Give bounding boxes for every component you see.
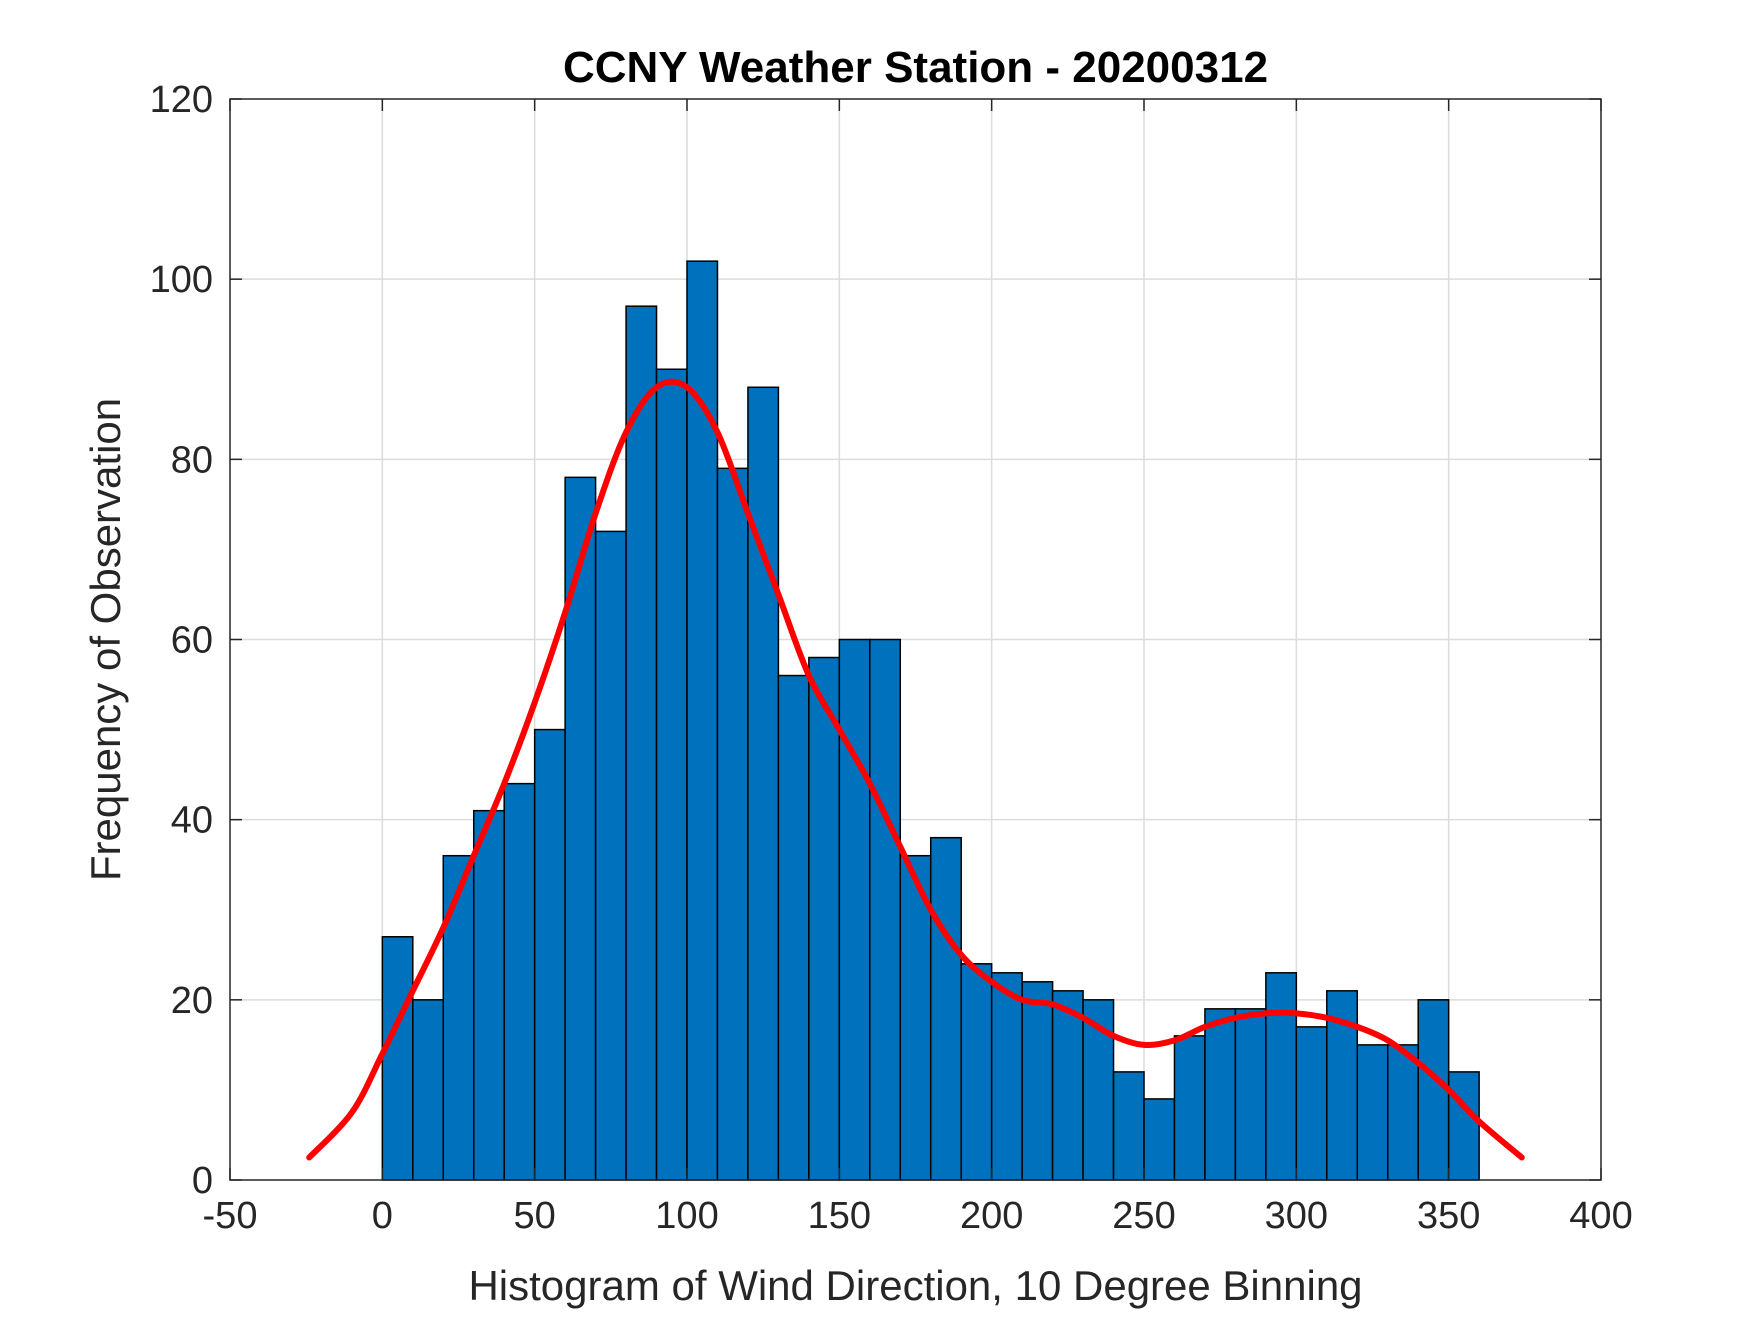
y-tick-label: 100 bbox=[150, 259, 213, 301]
y-tick-label: 0 bbox=[192, 1160, 213, 1202]
histogram-bar bbox=[1021, 981, 1054, 1181]
x-tick-label: -50 bbox=[203, 1195, 258, 1237]
histogram-bar bbox=[1386, 1044, 1419, 1181]
histogram-bar bbox=[1112, 1071, 1145, 1181]
histogram-bar bbox=[533, 728, 566, 1181]
y-axis-title: Frequency of Observation bbox=[82, 398, 129, 881]
histogram-bar bbox=[990, 972, 1023, 1181]
histogram-bar bbox=[960, 963, 993, 1181]
histogram-bar bbox=[808, 656, 841, 1181]
histogram-bar bbox=[929, 836, 962, 1181]
histogram-bar bbox=[1265, 972, 1298, 1181]
x-tick-label: 300 bbox=[1265, 1195, 1328, 1237]
x-tick-label: 400 bbox=[1569, 1195, 1632, 1237]
histogram-bar bbox=[1417, 999, 1450, 1181]
histogram-bar bbox=[869, 638, 902, 1181]
x-tick-label: 150 bbox=[808, 1195, 871, 1237]
histogram-bar bbox=[777, 674, 810, 1181]
density-curve bbox=[306, 378, 1525, 1161]
histogram-bar bbox=[503, 782, 536, 1181]
histogram-bar bbox=[1204, 1008, 1237, 1181]
y-tick-label: 20 bbox=[171, 980, 213, 1022]
x-tick-label: 50 bbox=[514, 1195, 556, 1237]
y-tick-label: 120 bbox=[150, 79, 213, 121]
histogram-bar bbox=[1143, 1098, 1176, 1181]
y-tick-label: 40 bbox=[171, 800, 213, 842]
histogram-bar bbox=[1295, 1026, 1328, 1181]
histogram-bar bbox=[838, 638, 871, 1181]
histogram-bar bbox=[594, 530, 627, 1181]
histogram-bar bbox=[1356, 1044, 1389, 1181]
histogram-bar bbox=[412, 999, 445, 1181]
x-tick-label: 250 bbox=[1112, 1195, 1175, 1237]
x-tick-label: 350 bbox=[1417, 1195, 1480, 1237]
x-tick-label: 0 bbox=[372, 1195, 393, 1237]
histogram-bar bbox=[1447, 1071, 1480, 1181]
histogram-bar bbox=[625, 305, 658, 1181]
histogram-bar bbox=[472, 809, 505, 1181]
histogram-bar bbox=[564, 476, 597, 1181]
histogram-bar bbox=[747, 386, 780, 1181]
axis-ticks: -50 0 50 100 150 200 250 300 350 4000204060801001… bbox=[150, 79, 1633, 1237]
histogram-bars bbox=[381, 260, 1480, 1181]
x-tick-label: 200 bbox=[960, 1195, 1023, 1237]
histogram-bar bbox=[442, 854, 475, 1181]
histogram-bar bbox=[381, 936, 414, 1181]
histogram-bar bbox=[686, 260, 719, 1181]
histogram-bar bbox=[655, 368, 688, 1181]
y-tick-label: 60 bbox=[171, 620, 213, 662]
histogram-bar bbox=[1051, 990, 1084, 1181]
x-tick-label: 100 bbox=[655, 1195, 718, 1237]
y-tick-label: 80 bbox=[171, 439, 213, 481]
histogram-bar bbox=[1234, 1008, 1267, 1181]
histogram-bar bbox=[1173, 1035, 1206, 1181]
chart-title: CCNY Weather Station - 20200312 bbox=[563, 43, 1268, 92]
x-axis-title: Histogram of Wind Direction, 10 Degree B… bbox=[468, 1262, 1362, 1309]
histogram-bar bbox=[716, 467, 749, 1181]
density-curve-layer bbox=[306, 378, 1525, 1161]
